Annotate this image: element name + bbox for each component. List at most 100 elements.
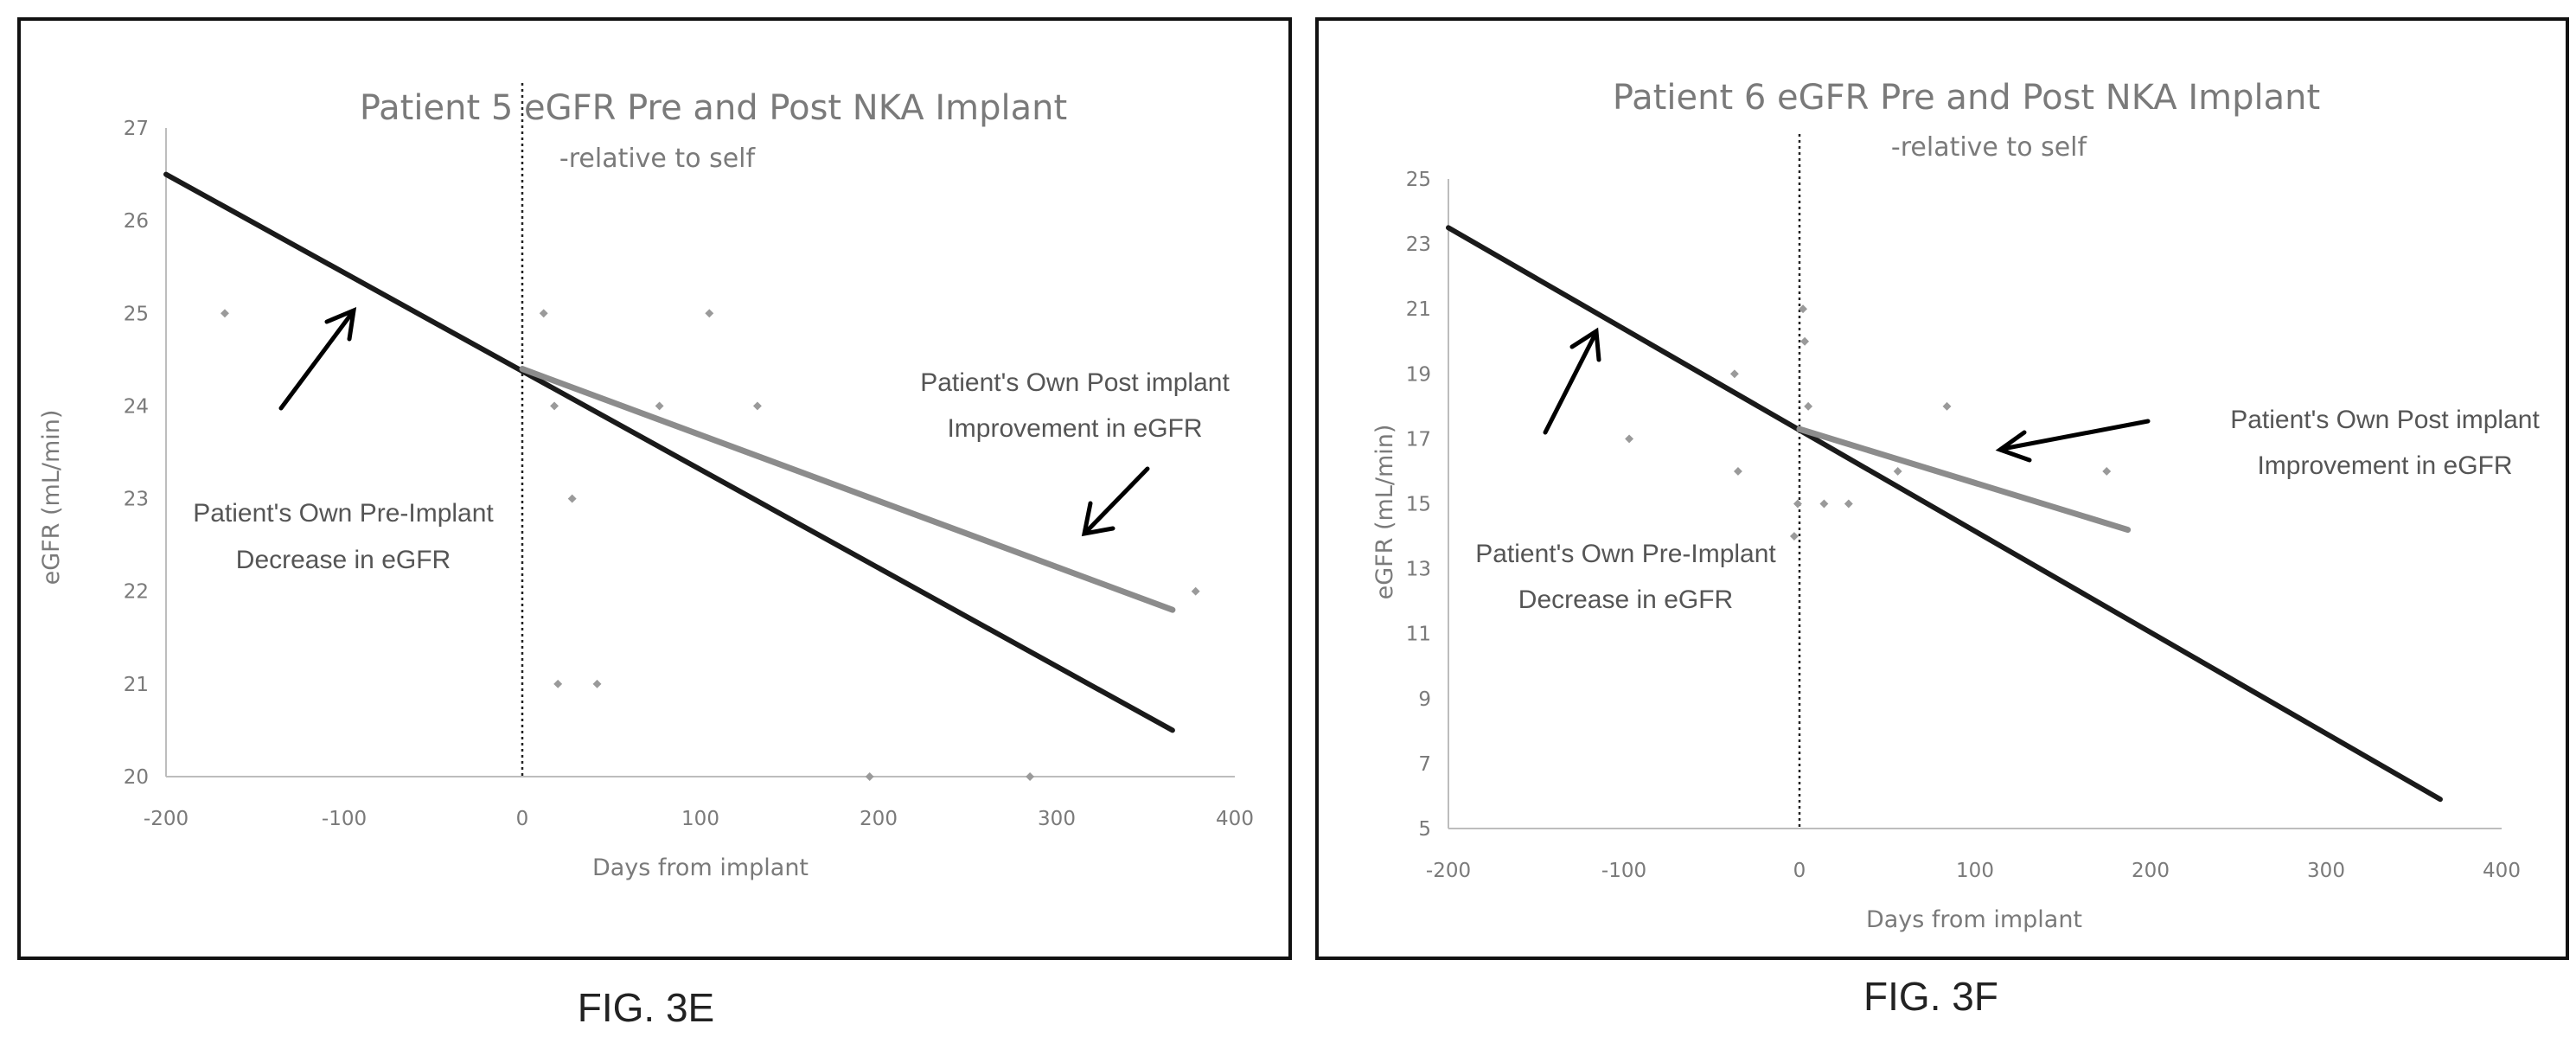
chart-3e-y-axis-title: eGFR (mL/min) <box>38 410 65 585</box>
chart-3f-annotation-pre-line-2: Decrease in eGFR <box>1518 585 1733 614</box>
chart-3e-data-point <box>553 679 563 688</box>
chart-3f-x-tick-label: 100 <box>1956 860 1994 882</box>
chart-3e-data-point <box>539 309 548 318</box>
chart-3f-y-tick-label: 5 <box>1418 818 1431 841</box>
chart-3f-y-tick-labels: 5 7 9 11 13 15 17 19 21 23 25 <box>1406 169 1431 841</box>
chart-3e-data-point <box>705 309 714 318</box>
chart-3f-y-tick-label: 19 <box>1406 363 1431 386</box>
chart-3f-annotation-post-line-1: Patient's Own Post implant <box>2230 406 2540 434</box>
chart-3e-y-tick-label: 26 <box>124 210 149 233</box>
chart-3f-x-tick-label: -100 <box>1601 860 1646 882</box>
chart-3f-annotation-post-line-2: Improvement in eGFR <box>2257 451 2512 480</box>
chart-3f-y-tick-label: 17 <box>1406 428 1431 451</box>
chart-3e-data-point <box>655 401 664 411</box>
chart-3f-arrow-pre <box>1543 327 1601 435</box>
chart-3e-trend-line-pre <box>163 171 1175 733</box>
chart-3e-data-point <box>752 401 762 411</box>
chart-3f-annotation-post: Patient's Own Post implant Improvement i… <box>2230 406 2540 480</box>
chart-3e-x-tick-label: 300 <box>1038 808 1076 830</box>
chart-3e-data-point <box>1191 586 1200 596</box>
chart-3f-y-tick-label: 7 <box>1418 753 1431 776</box>
chart-3f-x-tick-label: 0 <box>1793 860 1806 882</box>
chart-3f-data-point <box>1800 336 1810 346</box>
chart-3f-data-point <box>1893 467 1902 476</box>
chart-3f-data-point <box>1844 499 1853 509</box>
chart-3e: Patient 5 eGFR Pre and Post NKA Implant … <box>17 17 1292 1030</box>
chart-3e-data-point <box>550 401 559 411</box>
chart-3e-x-tick-label: 200 <box>860 808 898 830</box>
chart-3f-y-tick-label: 9 <box>1418 688 1431 711</box>
chart-3e-data-point <box>221 309 229 318</box>
chart-3e-x-tick-label: 0 <box>516 808 529 830</box>
chart-3f-y-tick-label: 23 <box>1406 234 1431 256</box>
chart-3e-x-axis-title: Days from implant <box>592 854 809 881</box>
chart-3e-y-tick-label: 23 <box>124 489 149 511</box>
chart-3f-data-point <box>1789 532 1799 541</box>
chart-3f-trend-lines <box>1446 225 2443 803</box>
chart-3e-x-tick-label: 100 <box>681 808 719 830</box>
chart-3e-data-point <box>567 494 577 503</box>
chart-3f-x-tick-labels: -200 -100 0 100 200 300 400 <box>1426 860 2521 882</box>
chart-3f-data-point <box>1819 499 1829 509</box>
chart-3e-y-tick-label: 27 <box>124 118 149 140</box>
chart-3f-x-tick-label: 300 <box>2307 860 2345 882</box>
chart-3e-axes <box>165 128 1235 777</box>
chart-3e-points <box>221 309 1200 781</box>
chart-3e-data-point <box>1026 772 1035 781</box>
chart-3e-x-tick-labels: -200 -100 0 100 200 300 400 <box>144 808 1254 830</box>
chart-3f-data-point <box>2102 467 2112 476</box>
chart-3f-y-axis-title: eGFR (mL/min) <box>1371 425 1398 600</box>
chart-3e-y-tick-labels: 20 21 22 23 24 25 26 27 <box>124 118 149 789</box>
chart-3f-data-point <box>1734 467 1742 476</box>
chart-3e-trend-lines <box>163 171 1176 733</box>
chart-3f-y-tick-label: 25 <box>1406 169 1431 191</box>
chart-3e-x-tick-label: -100 <box>322 808 367 830</box>
chart-3e-title: Patient 5 eGFR Pre and Post NKA Implant <box>360 88 1067 128</box>
chart-3f-data-point <box>1942 401 1952 411</box>
chart-3f-trend-line-post <box>1796 426 2132 534</box>
chart-3e-frame <box>17 17 1292 960</box>
chart-3f-y-tick-label: 11 <box>1406 624 1431 646</box>
chart-3e-annotation-pre-line-1: Patient's Own Pre-Implant <box>193 499 494 528</box>
chart-3e-y-tick-label: 21 <box>124 674 149 696</box>
chart-3f-x-tick-label: -200 <box>1426 860 1471 882</box>
chart-3f: Patient 6 eGFR Pre and Post NKA Implant … <box>1315 17 2569 1019</box>
chart-3e-annotation-post: Patient's Own Post implant Improvement i… <box>920 368 1230 443</box>
chart-3e-trend-line-post <box>519 366 1176 613</box>
chart-3f-data-point <box>1729 369 1739 379</box>
chart-3f-figure-label: FIG. 3F <box>1863 974 1998 1019</box>
chart-3f-title: Patient 6 eGFR Pre and Post NKA Implant <box>1613 78 2320 118</box>
chart-3e-arrow-post <box>1081 466 1150 537</box>
chart-3f-frame <box>1315 17 2569 960</box>
chart-3e-data-point <box>592 679 602 688</box>
chart-3f-data-point <box>1793 499 1802 509</box>
chart-3f-data-point <box>1799 304 1808 314</box>
chart-3f-y-tick-label: 13 <box>1406 559 1431 581</box>
chart-3f-annotation-pre: Patient's Own Pre-Implant Decrease in eG… <box>1475 540 1776 614</box>
chart-3e-subtitle: -relative to self <box>559 144 757 174</box>
chart-3e-y-tick-label: 20 <box>124 766 149 789</box>
chart-3e-annotation-post-line-2: Improvement in eGFR <box>947 414 1202 443</box>
chart-3e-y-tick-label: 24 <box>124 395 149 418</box>
chart-3e-annotation-pre-line-2: Decrease in eGFR <box>236 546 451 574</box>
chart-3f-data-point <box>1804 401 1813 411</box>
chart-3f-y-tick-label: 21 <box>1406 298 1431 321</box>
chart-3e-data-point <box>865 772 874 781</box>
chart-3e-y-tick-label: 25 <box>124 303 149 325</box>
chart-3e-x-tick-label: 400 <box>1216 808 1254 830</box>
chart-3f-axes <box>1448 179 2502 829</box>
chart-3e-annotation-pre: Patient's Own Pre-Implant Decrease in eG… <box>193 499 494 574</box>
chart-3e-figure-label: FIG. 3E <box>578 985 714 1030</box>
chart-3f-subtitle: -relative to self <box>1891 132 2088 163</box>
chart-3e-arrow-pre <box>278 306 357 411</box>
chart-3f-arrow-post <box>1995 419 2151 463</box>
chart-3e-y-tick-label: 22 <box>124 581 149 604</box>
chart-3f-annotation-pre-line-1: Patient's Own Pre-Implant <box>1475 540 1776 568</box>
chart-3f-x-tick-label: 200 <box>2132 860 2170 882</box>
chart-3f-points <box>1625 304 2112 541</box>
chart-3f-x-axis-title: Days from implant <box>1866 906 2082 933</box>
chart-3e-annotation-post-line-1: Patient's Own Post implant <box>920 368 1230 397</box>
chart-3f-x-tick-label: 400 <box>2483 860 2521 882</box>
chart-3f-data-point <box>1625 434 1634 444</box>
